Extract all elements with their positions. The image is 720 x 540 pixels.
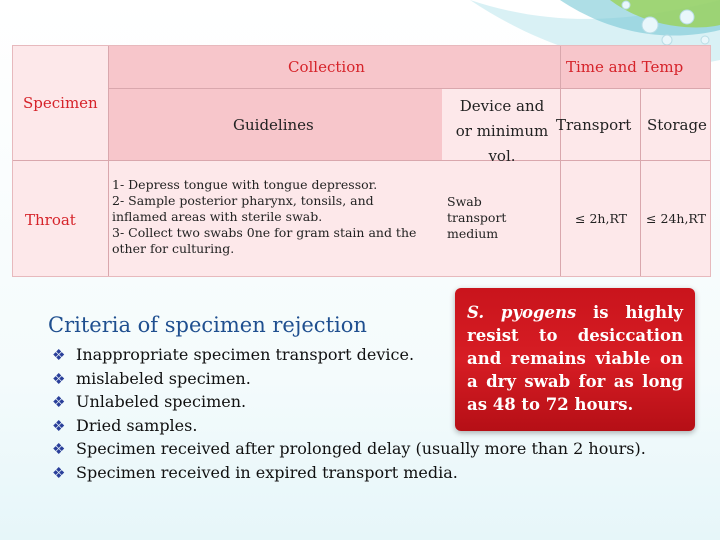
criteria-list: ❖ Inappropriate specimen transport device… — [52, 343, 646, 484]
header-time-bg — [560, 46, 710, 88]
diamond-bullet-icon: ❖ — [52, 346, 66, 364]
criteria-title: Criteria of specimen rejection — [48, 313, 367, 337]
header-guidelines-bg — [108, 88, 442, 160]
diamond-bullet-icon: ❖ — [52, 393, 66, 411]
list-item: ❖ Specimen received in expired transport … — [52, 461, 646, 485]
header-storage: Storage — [647, 116, 707, 134]
callout-body: is highly resist to desiccation and rema… — [467, 303, 683, 414]
header-time-temp: Time and Temp — [566, 58, 684, 76]
row-guidelines: 1- Depress tongue with tongue depressor.… — [112, 177, 417, 256]
header-guidelines: Guidelines — [233, 116, 314, 134]
specimen-table: Collection Time and Temp Specimen Guidel… — [12, 45, 711, 277]
callout-text: S. pyogens is highly resist to desiccati… — [467, 301, 683, 416]
header-device: Device and or minimum vol. — [455, 97, 549, 165]
pyogens-callout: S. pyogens is highly resist to desiccati… — [455, 288, 695, 431]
list-item: ❖ Specimen received after prolonged delay… — [52, 437, 646, 461]
header-collection: Collection — [288, 58, 365, 76]
list-item: ❖ Inappropriate specimen transport device… — [52, 343, 646, 367]
diamond-bullet-icon: ❖ — [52, 463, 66, 482]
row-device: Swab transport medium — [447, 194, 507, 241]
row-storage: ≤ 24h,RT — [646, 211, 706, 226]
list-item: ❖ mislabeled specimen. — [52, 367, 646, 391]
header-specimen: Specimen — [23, 94, 98, 112]
list-item: ❖ Dried samples. — [52, 414, 646, 438]
row-specimen-throat: Throat — [25, 211, 76, 229]
header-collection-bg — [108, 46, 560, 88]
callout-organism: S. pyogens — [467, 303, 577, 322]
diamond-bullet-icon: ❖ — [52, 416, 66, 435]
list-item: ❖ Unlabeled specimen. — [52, 390, 646, 414]
header-transport: Transport — [556, 116, 632, 134]
row-transport: ≤ 2h,RT — [575, 211, 627, 226]
diamond-bullet-icon: ❖ — [52, 369, 66, 388]
diamond-bullet-icon: ❖ — [52, 440, 66, 458]
